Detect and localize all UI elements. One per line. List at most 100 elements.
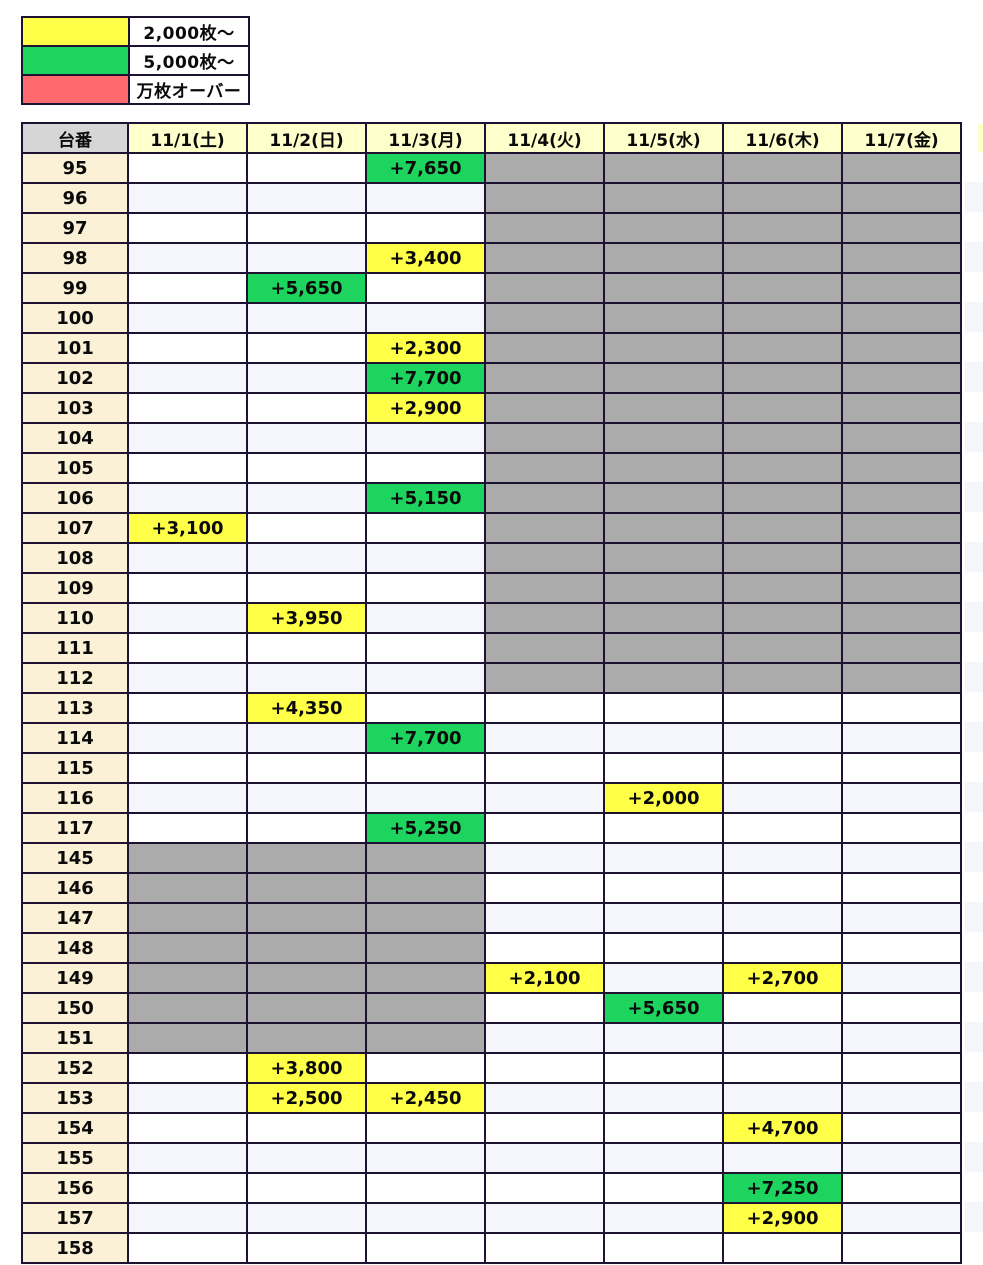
empty-cell [603,932,724,964]
empty-cell [841,692,962,724]
empty-cell [246,1112,367,1144]
blocked-cell [841,542,962,574]
machine-number-cell: 153 [21,1082,129,1114]
empty-cell [841,1022,962,1054]
empty-cell [484,992,605,1024]
empty-cell [722,1142,843,1174]
machine-number-cell: 104 [21,422,129,454]
blocked-cell [841,632,962,664]
table-row: 98 +3,400 [21,242,962,274]
machine-number-cell: 102 [21,362,129,394]
blocked-cell [484,362,605,394]
empty-cell [246,452,367,484]
blocked-cell [841,392,962,424]
empty-cell [603,1112,724,1144]
blocked-cell [127,992,248,1024]
blocked-cell [484,212,605,244]
empty-cell [484,902,605,934]
machine-number-cell: 114 [21,722,129,754]
payout-cell: +2,700 [722,962,843,994]
empty-cell [841,992,962,1024]
payout-cell: +7,700 [365,362,486,394]
empty-cell [127,692,248,724]
blocked-cell [722,182,843,214]
empty-cell [365,1202,486,1234]
table-row: 104 [21,422,962,454]
empty-cell [365,662,486,694]
blocked-cell [365,992,486,1024]
empty-cell [365,452,486,484]
blocked-cell [841,212,962,244]
legend-row: 2,000枚〜 [21,16,250,47]
empty-cell [722,1052,843,1084]
empty-cell [246,722,367,754]
payout-cell: +2,900 [365,392,486,424]
empty-cell [365,542,486,574]
blocked-cell [722,332,843,364]
blocked-cell [841,182,962,214]
blocked-cell [246,872,367,904]
table-row: 154 +4,700 [21,1112,962,1144]
machine-number-cell: 103 [21,392,129,424]
empty-cell [127,1052,248,1084]
empty-cell [127,1142,248,1174]
empty-cell [246,152,367,184]
blocked-cell [603,362,724,394]
table-row: 110 +3,950 [21,602,962,634]
blocked-cell [722,662,843,694]
blocked-cell [127,842,248,874]
blocked-cell [365,872,486,904]
empty-cell [603,1142,724,1174]
empty-cell [246,542,367,574]
blocked-cell [484,272,605,304]
blocked-cell [484,422,605,454]
payout-cell: +4,350 [246,692,367,724]
empty-cell [722,902,843,934]
blocked-cell [841,362,962,394]
blocked-cell [484,542,605,574]
empty-cell [841,902,962,934]
machine-number-cell: 156 [21,1172,129,1204]
machine-number-cell: 152 [21,1052,129,1084]
blocked-cell [484,452,605,484]
blocked-cell [246,1022,367,1054]
empty-cell [246,752,367,784]
empty-cell [127,482,248,514]
empty-cell [841,1142,962,1174]
empty-cell [246,212,367,244]
empty-cell [246,422,367,454]
empty-cell [127,752,248,784]
blocked-cell [722,362,843,394]
empty-cell [127,212,248,244]
empty-cell [722,842,843,874]
payout-cell: +5,650 [603,992,724,1024]
blocked-cell [603,242,724,274]
empty-cell [365,1172,486,1204]
column-header-date: 11/1(土) [127,122,248,154]
empty-cell [246,662,367,694]
payout-cell: +2,300 [365,332,486,364]
blocked-cell [127,932,248,964]
header-row: 台番 11/1(土) 11/2(日) 11/3(月) 11/4(火) 11/5(水) 11… [21,122,962,154]
empty-cell [484,1232,605,1264]
blocked-cell [722,512,843,544]
machine-number-cell: 110 [21,602,129,634]
empty-cell [841,872,962,904]
empty-cell [841,1112,962,1144]
blocked-cell [484,572,605,604]
blocked-cell [603,542,724,574]
column-header-date: 11/5(水) [603,122,724,154]
machine-number-cell: 98 [21,242,129,274]
payout-cell: +5,250 [365,812,486,844]
table-row: 106 +5,150 [21,482,962,514]
machine-number-cell: 101 [21,332,129,364]
machine-number-cell: 97 [21,212,129,244]
machine-number-cell: 112 [21,662,129,694]
table-row: 156 +7,250 [21,1172,962,1204]
empty-cell [365,602,486,634]
empty-cell [722,722,843,754]
machine-number-cell: 106 [21,482,129,514]
table-row: 117 +5,250 [21,812,962,844]
empty-cell [127,152,248,184]
blocked-cell [246,962,367,994]
